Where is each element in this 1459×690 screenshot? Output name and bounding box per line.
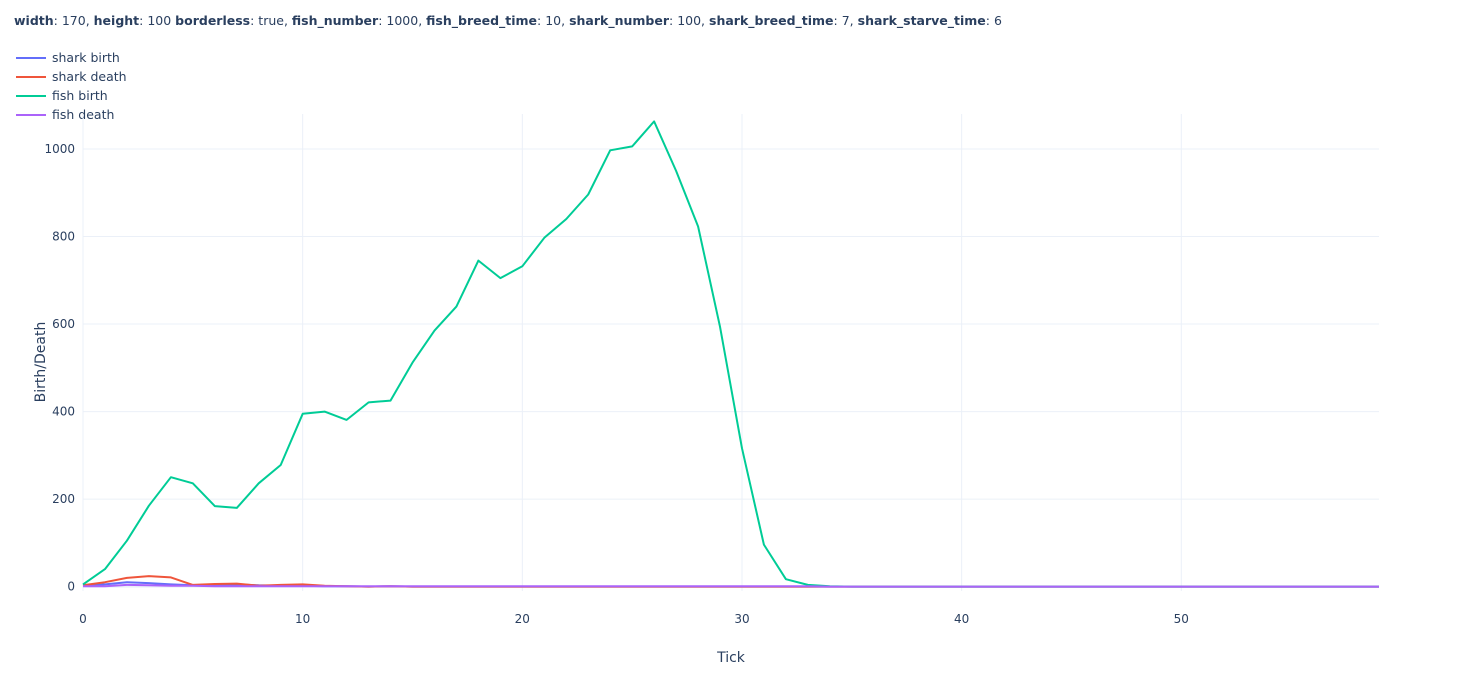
x-tick-label: 0 [79, 612, 87, 626]
x-tick-label: 20 [515, 612, 530, 626]
legend-label: fish birth [52, 88, 108, 103]
param-value-fish_number: 1000 [386, 13, 419, 28]
param-value-borderless: true [258, 13, 284, 28]
x-tick-label: 10 [295, 612, 310, 626]
legend-item-shark-death[interactable]: shark death [16, 67, 127, 86]
legend-swatch [16, 113, 46, 116]
y-tick-label: 400 [52, 405, 75, 419]
legend-label: shark birth [52, 50, 120, 65]
legend-label: shark death [52, 69, 127, 84]
x-tick-label: 40 [954, 612, 969, 626]
y-tick-label: 600 [52, 317, 75, 331]
legend-swatch [16, 56, 46, 59]
param-value-height: 100 [147, 13, 172, 28]
series-line-shark-death [82, 575, 1379, 588]
param-key-height: height [93, 13, 140, 28]
series-line-fish-death [83, 583, 1379, 588]
param-key-shark_number: shark_number [569, 13, 669, 28]
gridlines [82, 114, 1379, 591]
y-tick-label: 0 [67, 580, 75, 594]
x-tick-label: 50 [1174, 612, 1189, 626]
y-tick-label: 800 [52, 230, 75, 244]
legend-swatch [16, 94, 46, 97]
y-axis-ticks: 0 200 400 600 800 1000 [44, 142, 75, 594]
legend: shark birth shark death fish birth fish dea… [16, 48, 127, 124]
series-line-fish-birth [82, 120, 1379, 588]
param-value-shark_number: 100 [677, 13, 702, 28]
legend-item-fish-birth[interactable]: fish birth [16, 86, 127, 105]
x-axis-ticks: 0 10 20 30 40 50 [79, 612, 1189, 626]
y-tick-label: 1000 [44, 142, 75, 156]
y-axis-label: Birth/Death [33, 322, 49, 403]
x-tick-label: 30 [734, 612, 749, 626]
param-value-shark_breed_time: 7 [841, 13, 850, 28]
param-key-borderless: borderless [175, 13, 251, 28]
parameter-summary: width: 170, height: 100 borderless: true… [14, 13, 1002, 28]
param-value-shark_starve_time: 6 [993, 13, 1002, 28]
param-key-shark_breed_time: shark_breed_time [709, 13, 834, 28]
param-key-fish_breed_time: fish_breed_time [426, 13, 538, 28]
param-key-width: width [14, 13, 54, 28]
x-axis-label: Tick [716, 650, 746, 666]
series-lines [82, 120, 1379, 588]
y-tick-label: 200 [52, 492, 75, 506]
param-value-fish_breed_time: 10 [545, 13, 562, 28]
param-key-fish_number: fish_number [291, 13, 379, 28]
param-value-width: 170 [61, 13, 86, 28]
param-key-shark_starve_time: shark_starve_time [857, 13, 986, 28]
legend-item-shark-birth[interactable]: shark birth [16, 48, 127, 67]
legend-swatch [16, 75, 46, 78]
